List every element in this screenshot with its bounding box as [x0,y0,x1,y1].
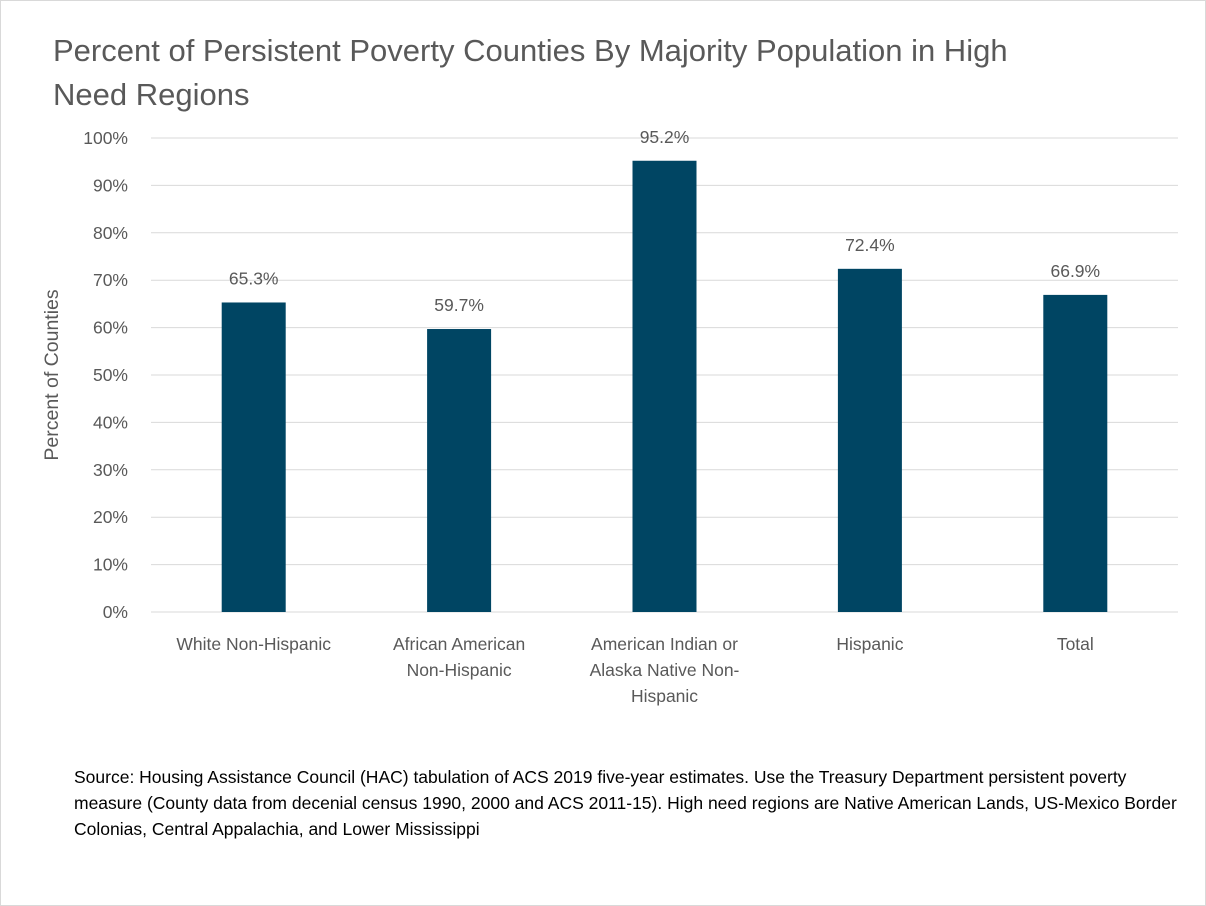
bar [1043,294,1108,612]
x-tick-label: Hispanic [836,634,903,654]
source-note: Source: Housing Assistance Council (HAC)… [74,767,1177,839]
x-tick-label: African American [393,634,525,654]
y-tick-label: 80% [93,223,128,243]
x-tick-label: American Indian or [591,634,738,654]
x-tick-label: Alaska Native Non- [590,660,740,680]
data-label: 72.4% [845,235,895,255]
y-tick-label: 40% [93,412,128,432]
y-tick-label: 70% [93,270,128,290]
data-label: 95.2% [640,127,690,147]
bar [632,160,697,612]
x-tick-label: Hispanic [631,686,698,706]
x-tick-label: White Non-Hispanic [176,634,331,654]
y-tick-label: 60% [93,318,128,338]
y-tick-label: 50% [93,365,128,385]
bar [427,329,492,612]
chart-title: Percent of Persistent Poverty Counties B… [53,33,1008,112]
data-label: 66.9% [1050,261,1100,281]
data-label: 65.3% [229,268,279,288]
data-label: 59.7% [434,295,484,315]
x-tick-label: Total [1057,634,1094,654]
bar [221,302,286,612]
y-tick-label: 0% [103,602,128,622]
y-axis-title: Percent of Counties [41,289,63,461]
x-tick-label: Non-Hispanic [407,660,512,680]
y-tick-label: 20% [93,507,128,527]
y-tick-label: 30% [93,460,128,480]
y-tick-label: 100% [83,128,128,148]
y-tick-label: 90% [93,175,128,195]
bar [837,268,902,612]
y-tick-label: 10% [93,555,128,575]
